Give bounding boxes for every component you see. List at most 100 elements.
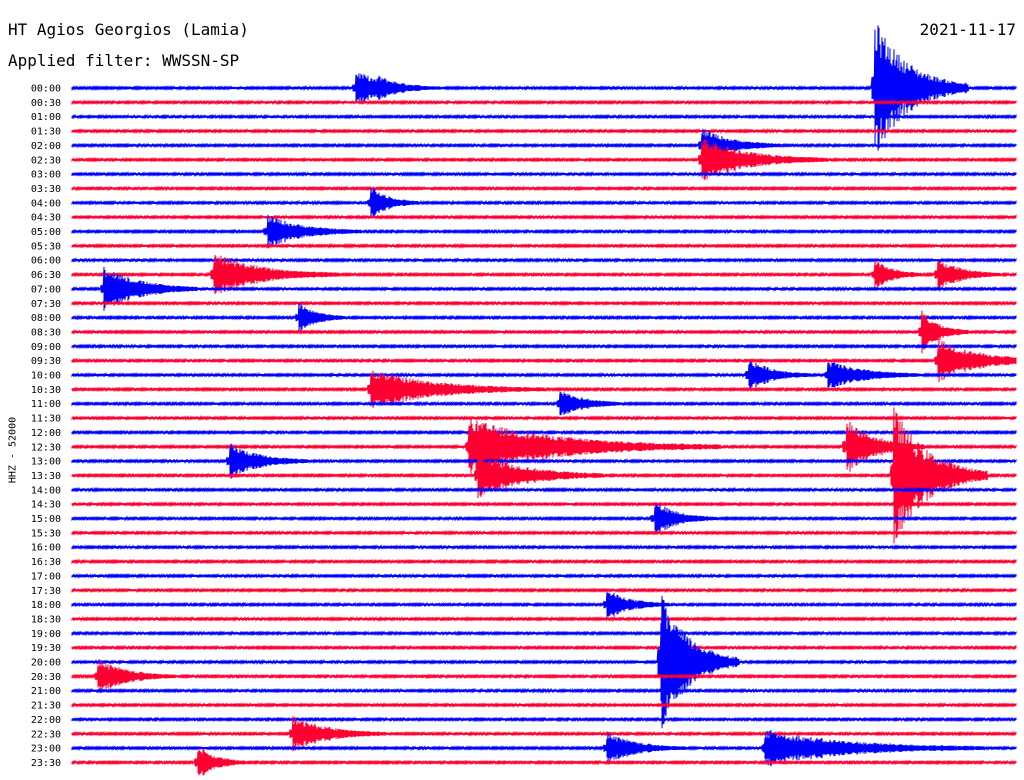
seismic-trace — [71, 391, 1017, 416]
seismic-trace — [71, 716, 1017, 752]
seismic-trace — [71, 25, 1017, 151]
seismic-trace — [71, 702, 1017, 709]
row-label: 16:30 — [31, 557, 61, 568]
seismic-trace — [71, 687, 1017, 694]
row-label: 05:00 — [31, 227, 61, 238]
row-label: 14:30 — [31, 500, 61, 511]
seismic-trace — [71, 128, 1017, 163]
row-label: 12:00 — [31, 428, 61, 439]
row-label: 00:30 — [31, 98, 61, 109]
seismic-trace — [71, 257, 1017, 264]
seismic-trace — [71, 558, 1017, 565]
row-label: 20:00 — [31, 658, 61, 669]
row-label: 22:30 — [31, 729, 61, 740]
row-label: 10:30 — [31, 385, 61, 396]
row-label: 11:30 — [31, 414, 61, 425]
seismic-trace — [71, 343, 1017, 350]
row-label: 21:00 — [31, 686, 61, 697]
seismic-trace — [71, 266, 1017, 311]
seismic-trace — [71, 415, 1017, 422]
seismic-trace — [71, 407, 1017, 544]
row-label: 22:00 — [31, 715, 61, 726]
row-label: 11:00 — [31, 399, 61, 410]
row-label: 12:30 — [31, 442, 61, 453]
row-label: 08:00 — [31, 313, 61, 324]
seismic-trace — [71, 595, 1017, 729]
row-label: 21:30 — [31, 701, 61, 712]
row-label: 04:00 — [31, 198, 61, 209]
row-label: 16:00 — [31, 543, 61, 554]
seismic-trace — [71, 187, 1017, 218]
row-label: 02:30 — [31, 155, 61, 166]
row-label: 17:00 — [31, 571, 61, 582]
row-label: 08:30 — [31, 327, 61, 338]
seismic-trace — [71, 615, 1017, 622]
seismic-trace — [71, 242, 1017, 249]
seismic-trace — [71, 749, 1017, 776]
row-label: 05:30 — [31, 241, 61, 252]
seismic-trace — [71, 544, 1017, 551]
seismic-trace — [71, 501, 1017, 508]
seismic-trace — [71, 214, 1017, 249]
seismic-trace — [71, 370, 1017, 409]
seismic-trace — [71, 254, 1017, 295]
row-label: 20:30 — [31, 672, 61, 683]
row-label: 19:30 — [31, 643, 61, 654]
seismic-trace — [71, 171, 1017, 178]
row-label: 18:00 — [31, 600, 61, 611]
row-label: 01:00 — [31, 112, 61, 123]
row-label: 09:30 — [31, 356, 61, 367]
seismic-trace — [71, 361, 1017, 389]
seismic-trace — [71, 310, 1017, 354]
seismic-trace — [71, 486, 1017, 493]
row-label: 19:00 — [31, 629, 61, 640]
row-label: 17:30 — [31, 586, 61, 597]
seismic-trace — [71, 443, 1017, 479]
date-label: 2021-11-17 — [919, 20, 1016, 39]
filter-label: Applied filter: WWSSN-SP — [8, 51, 240, 70]
row-label: 01:30 — [31, 127, 61, 138]
seismic-trace — [71, 214, 1017, 221]
row-label: 07:00 — [31, 284, 61, 295]
row-label: 15:30 — [31, 528, 61, 539]
row-label: 14:00 — [31, 485, 61, 496]
seismic-trace — [71, 529, 1017, 536]
seismic-trace — [71, 503, 1017, 534]
seismic-trace — [71, 429, 1017, 436]
row-label: 06:00 — [31, 256, 61, 267]
seismic-trace — [71, 591, 1017, 618]
seismic-trace — [71, 113, 1017, 120]
row-label: 03:30 — [31, 184, 61, 195]
row-label: 23:00 — [31, 744, 61, 755]
seismic-trace — [71, 644, 1017, 651]
seismic-trace — [71, 300, 1017, 307]
seismic-trace — [71, 419, 1017, 475]
seismic-trace — [71, 128, 1017, 135]
seismic-trace — [71, 302, 1017, 333]
row-label: 13:30 — [31, 471, 61, 482]
seismic-trace — [71, 716, 1017, 723]
row-label: 06:30 — [31, 270, 61, 281]
row-label: 07:30 — [31, 299, 61, 310]
seismic-trace — [71, 339, 1017, 383]
row-label: 04:30 — [31, 213, 61, 224]
seismic-trace — [71, 572, 1017, 579]
row-label: 18:30 — [31, 614, 61, 625]
row-label: 09:00 — [31, 342, 61, 353]
row-label: 13:00 — [31, 457, 61, 468]
row-label: 10:00 — [31, 371, 61, 382]
seismic-trace — [71, 185, 1017, 192]
row-label: 03:00 — [31, 170, 61, 181]
seismic-trace — [71, 99, 1017, 106]
row-label: 00:00 — [31, 84, 61, 95]
seismic-trace — [71, 630, 1017, 637]
station-title: HT Agios Georgios (Lamia) — [8, 20, 249, 39]
seismic-trace — [71, 587, 1017, 594]
row-label: 02:00 — [31, 141, 61, 152]
seismic-trace — [71, 729, 1017, 767]
seismic-trace — [71, 659, 1017, 694]
row-label: 15:00 — [31, 514, 61, 525]
seismic-trace — [71, 139, 1017, 181]
row-label: 23:30 — [31, 758, 61, 769]
